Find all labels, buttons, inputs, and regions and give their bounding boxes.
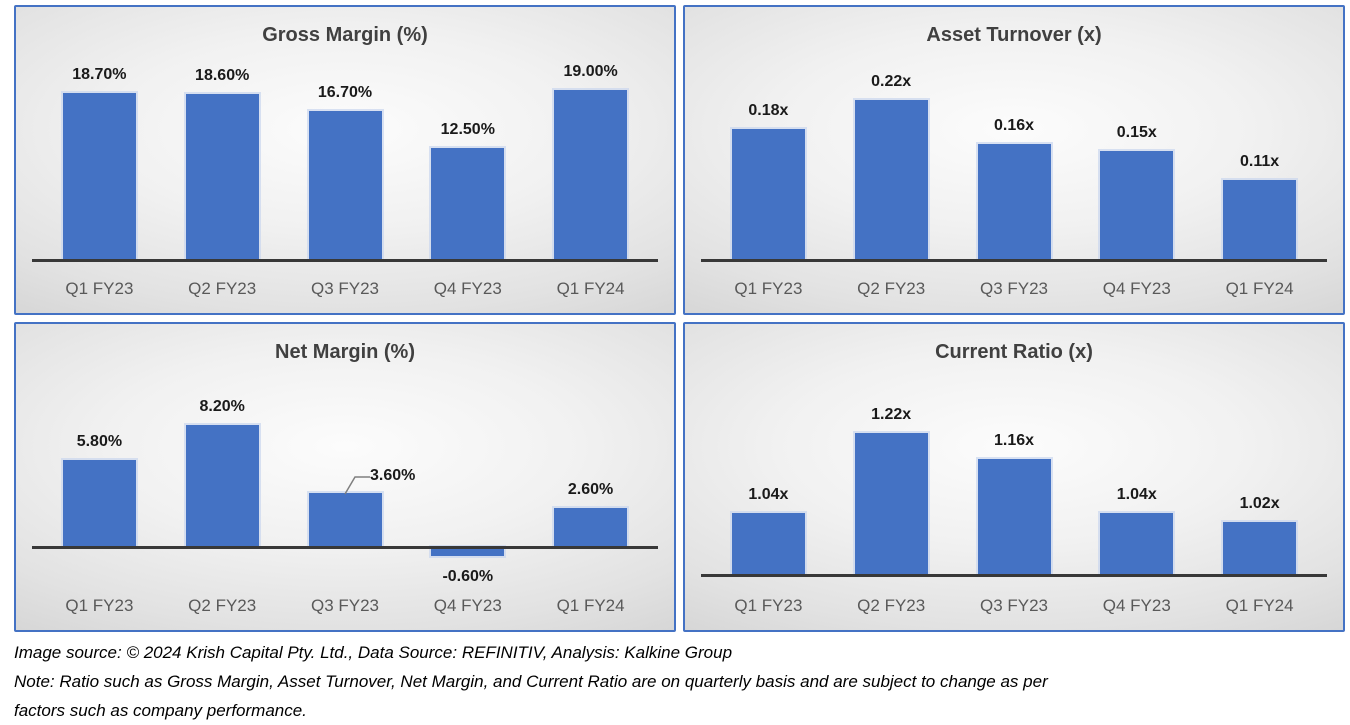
category-axis-labels: Q1 FY23 Q2 FY23 Q3 FY23 Q4 FY23 Q1 FY24 <box>707 279 1321 299</box>
bar <box>854 100 928 260</box>
bar <box>854 432 928 575</box>
bar <box>308 493 382 547</box>
footer: Image source: © 2024 Krish Capital Pty. … <box>14 638 1048 725</box>
category-label: Q3 FY23 <box>979 279 1049 298</box>
data-label: 19.00% <box>563 63 618 81</box>
category-label: Q2 FY23 <box>188 279 257 298</box>
chart-panel-current-ratio: Current Ratio (x) 1.04x 1.22x 1.16x 1.04x 1.… <box>683 322 1345 632</box>
data-label: 3.60% <box>370 467 416 485</box>
bar-plot-asset-turnover: 0.18x 0.22x 0.16x 0.15x 0.11x <box>685 7 1343 313</box>
data-label: 1.04x <box>748 485 789 503</box>
category-label: Q4 FY23 <box>1102 596 1171 615</box>
category-label: Q4 FY23 <box>433 596 502 615</box>
bar <box>1223 180 1297 260</box>
category-axis-labels: Q1 FY23 Q2 FY23 Q3 FY23 Q4 FY23 Q1 FY24 <box>38 279 652 299</box>
data-label: 18.70% <box>72 66 127 84</box>
data-label: 18.60% <box>195 66 250 84</box>
category-axis-labels: Q1 FY23 Q2 FY23 Q3 FY23 Q4 FY23 Q1 FY24 <box>38 596 652 616</box>
bar <box>554 508 628 547</box>
bar <box>1100 512 1174 575</box>
chart-title-asset-turnover: Asset Turnover (x) <box>926 24 1102 46</box>
bar <box>977 143 1051 260</box>
category-label: Q1 FY24 <box>556 596 625 615</box>
category-label: Q3 FY23 <box>310 279 380 298</box>
chart-panel-net-margin: Net Margin (%) 5.80% 8.20% 3.60% -0.60% 2.60… <box>14 322 676 632</box>
bar <box>431 547 505 556</box>
data-label: 0.15x <box>1116 123 1157 141</box>
bar <box>185 93 259 260</box>
chart-title-gross-margin: Gross Margin (%) <box>262 24 428 46</box>
data-label: 0.16x <box>993 116 1035 134</box>
chart-panel-gross-margin: Gross Margin (%) 18.70% 18.60% 16.70% 12.50… <box>14 5 676 315</box>
data-label: 1.16x <box>993 432 1035 450</box>
category-label: Q2 FY23 <box>857 596 926 615</box>
label-leader-line <box>344 476 370 495</box>
bar <box>1100 150 1174 260</box>
bar <box>1223 521 1297 575</box>
note-text-line-1: Note: Ratio such as Gross Margin, Asset … <box>14 672 1048 691</box>
chart-panel-asset-turnover: Asset Turnover (x) 0.18x 0.22x 0.16x 0.15x 0… <box>683 5 1345 315</box>
x-axis-line <box>32 259 658 262</box>
chart-title-net-margin: Net Margin (%) <box>275 341 415 363</box>
chart-title-current-ratio: Current Ratio (x) <box>935 341 1093 363</box>
data-label: 0.22x <box>871 73 912 90</box>
category-label: Q2 FY23 <box>188 596 257 615</box>
bar-plot-gross-margin: 18.70% 18.60% 16.70% 12.50% 19.00% <box>16 7 674 313</box>
x-axis-line <box>32 546 658 549</box>
data-label: 12.50% <box>440 121 495 139</box>
category-label: Q3 FY23 <box>979 596 1049 615</box>
data-label: 5.80% <box>76 433 123 451</box>
bar <box>62 93 136 260</box>
data-label: 1.02x <box>1239 494 1280 512</box>
bar <box>308 110 382 260</box>
note-text-line-2: factors such as company performance. <box>14 701 307 720</box>
charts-grid: Gross Margin (%) 18.70% 18.60% 16.70% 12.50… <box>14 5 1345 632</box>
category-label: Q4 FY23 <box>433 279 502 298</box>
bar-plot-net-margin: 5.80% 8.20% 3.60% -0.60% 2.60% <box>16 324 674 630</box>
bar <box>554 90 628 260</box>
bar <box>431 148 505 260</box>
category-label: Q1 FY23 <box>65 596 134 615</box>
data-label: 2.60% <box>567 481 614 499</box>
bar <box>185 424 259 547</box>
category-label: Q1 FY24 <box>556 279 625 298</box>
category-label: Q1 FY23 <box>734 596 803 615</box>
data-label: 0.11x <box>1240 153 1280 170</box>
data-label: -0.60% <box>442 567 494 585</box>
category-label: Q1 FY23 <box>734 279 803 298</box>
category-label: Q3 FY23 <box>310 596 380 615</box>
category-axis-labels: Q1 FY23 Q2 FY23 Q3 FY23 Q4 FY23 Q1 FY24 <box>707 596 1321 616</box>
data-label: 16.70% <box>317 83 373 101</box>
bar-plot-current-ratio: 1.04x 1.22x 1.16x 1.04x 1.02x <box>685 324 1343 630</box>
data-label: 0.18x <box>748 102 789 120</box>
category-label: Q1 FY24 <box>1225 279 1294 298</box>
bar <box>731 512 805 575</box>
bar <box>731 129 805 260</box>
category-label: Q1 FY24 <box>1225 596 1294 615</box>
x-axis-line <box>701 259 1327 262</box>
bar <box>62 460 136 547</box>
data-label: 8.20% <box>199 397 245 415</box>
category-label: Q1 FY23 <box>65 279 134 298</box>
bar <box>977 459 1051 575</box>
image-source-text: Image source: © 2024 Krish Capital Pty. … <box>14 643 733 662</box>
data-label: 1.04x <box>1116 485 1157 503</box>
category-label: Q2 FY23 <box>857 279 926 298</box>
x-axis-line <box>701 574 1327 577</box>
data-label: 1.22x <box>871 405 912 423</box>
category-label: Q4 FY23 <box>1102 279 1171 298</box>
